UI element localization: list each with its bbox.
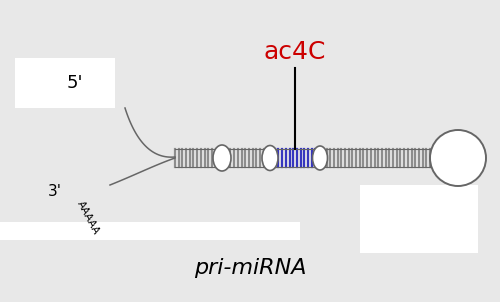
Ellipse shape	[213, 145, 231, 171]
Text: 5': 5'	[67, 74, 83, 92]
Ellipse shape	[262, 146, 278, 171]
Ellipse shape	[312, 146, 328, 170]
Text: 3': 3'	[48, 185, 62, 200]
Bar	[360, 185, 478, 253]
Bar	[15, 58, 115, 108]
Text: ac4C: ac4C	[264, 40, 326, 64]
Text: AAAAA: AAAAA	[75, 200, 101, 236]
Bar	[0, 222, 300, 240]
Circle shape	[430, 130, 486, 186]
Text: pri-miRNA: pri-miRNA	[194, 258, 306, 278]
